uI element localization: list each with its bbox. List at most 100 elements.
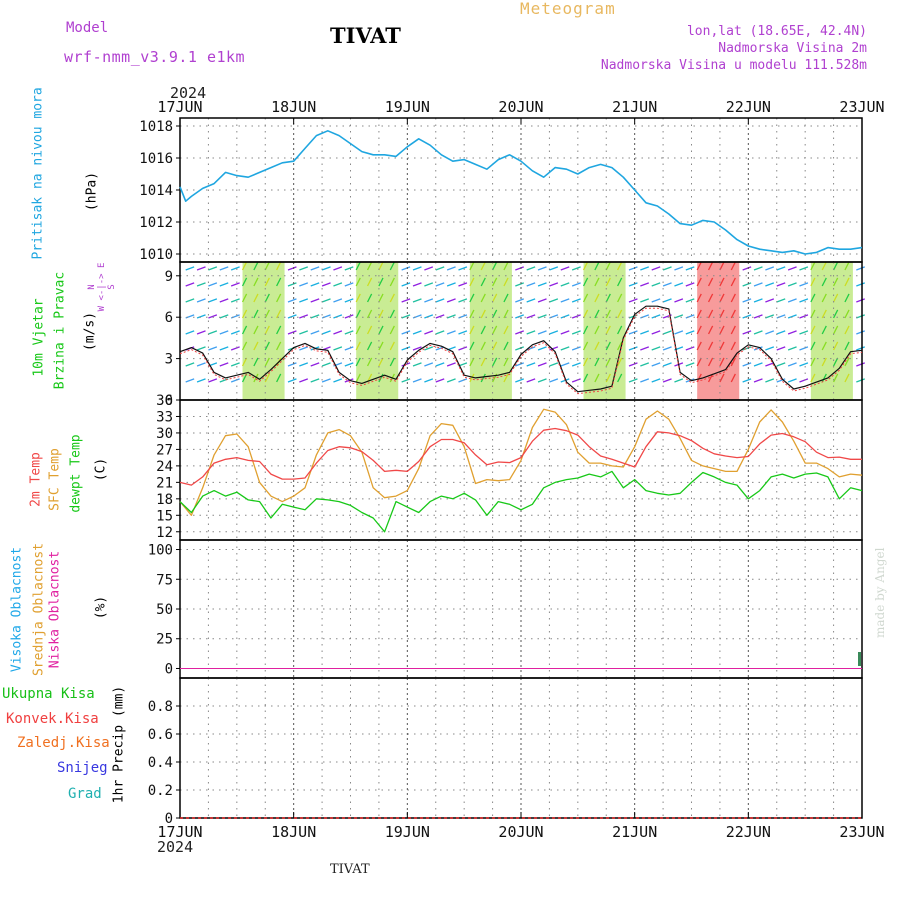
wind-barb: [389, 325, 395, 335]
wind-barb: [480, 341, 486, 351]
wind-barb: [264, 309, 270, 319]
wind-barb: [469, 293, 475, 303]
wind-barb: [810, 373, 816, 383]
wind-barb: [276, 325, 282, 335]
wind-barb: [662, 298, 672, 303]
wind-barb: [196, 330, 206, 335]
wind-barb: [685, 330, 695, 335]
wind-barb: [856, 378, 865, 383]
wind-barb: [208, 378, 218, 383]
wind-barb: [378, 261, 384, 271]
wind-barb: [185, 298, 195, 303]
wind-barb: [480, 277, 486, 287]
y-tick-label: 1010: [139, 247, 173, 263]
wind-barb: [707, 357, 714, 367]
wind-barb: [276, 293, 282, 303]
wind-barb: [344, 282, 354, 287]
wind-barb: [605, 277, 611, 287]
wind-barb: [355, 309, 361, 319]
wind-barb: [844, 341, 850, 351]
wind-barb: [651, 378, 661, 383]
wind-barb: [401, 378, 411, 383]
wind-barb: [526, 362, 536, 367]
wind-barb: [424, 362, 434, 367]
wind-barb: [435, 298, 445, 303]
wind-barb: [765, 298, 775, 303]
wind-barb: [549, 378, 559, 383]
x-tick-label-bottom: 21JUN: [612, 823, 657, 841]
y-tick-label: 1018: [139, 119, 173, 135]
wind-barb: [412, 298, 422, 303]
wind-barb: [310, 266, 320, 271]
wind-barb: [730, 277, 736, 287]
wind-barb: [856, 330, 865, 335]
wind-barb: [844, 373, 850, 383]
wind-barb: [810, 309, 816, 319]
wind-barb: [594, 277, 600, 287]
wind-barb: [787, 362, 797, 367]
x-tick-label-bottom: 18JUN: [271, 823, 316, 841]
wind-barb: [366, 277, 373, 287]
wind-barb: [446, 298, 456, 303]
wind-speed-line: [179, 305, 863, 393]
wind-barb: [765, 314, 775, 319]
wind-barb: [537, 298, 547, 303]
wind-barb: [856, 282, 865, 287]
wind-barb: [833, 357, 839, 367]
y-tick-label: 75: [156, 572, 173, 588]
wind-barb: [344, 378, 354, 383]
rain-conv-label: Konvek.Kisa: [6, 711, 99, 727]
wind-barb: [730, 293, 736, 303]
wind-barb: [287, 330, 297, 335]
wind-barb: [469, 357, 475, 367]
wind-barb: [253, 357, 259, 367]
wind-barb: [253, 373, 259, 383]
wind-barb: [617, 277, 623, 287]
wind-barb: [366, 293, 373, 303]
wind-barb: [253, 309, 259, 319]
wind-barb: [321, 378, 331, 383]
wind-barb: [651, 314, 661, 319]
wind-barb: [742, 282, 752, 287]
wind-barb: [424, 314, 434, 319]
wind-barb: [287, 362, 297, 367]
wind-barb: [844, 357, 850, 367]
snow-label: Snijeg: [57, 760, 108, 776]
wind-barb: [844, 293, 850, 303]
wind-barb: [651, 362, 661, 367]
wind-barb: [264, 293, 270, 303]
wind-barb: [366, 309, 373, 319]
elevation-label: Nadmorska Visina 2m: [718, 41, 867, 56]
wind-barb: [412, 282, 422, 287]
wind-barb: [264, 357, 270, 367]
y-tick-label: 0.2: [148, 783, 173, 799]
x-tick-label-top: 20JUN: [498, 98, 543, 116]
wind-barb: [537, 282, 547, 287]
wind-barb: [799, 282, 809, 287]
wind-barb: [810, 261, 816, 271]
wind-barb: [787, 314, 797, 319]
wind-barb: [287, 298, 297, 303]
model-label: Model: [66, 20, 109, 36]
wind-barb: [821, 293, 827, 303]
y-tick-label: 0.8: [148, 699, 173, 715]
wind-barb: [674, 314, 684, 319]
wind-barb: [810, 325, 816, 335]
wind-barb: [230, 330, 240, 335]
wind-barb: [389, 341, 395, 351]
wind-barb: [856, 314, 865, 319]
wind-barb: [321, 298, 331, 303]
wind-barb: [276, 373, 282, 383]
y-tick-label: 3: [165, 352, 173, 368]
wind-barb: [719, 357, 725, 367]
wind-barb: [196, 314, 206, 319]
wind-barb: [696, 325, 702, 335]
wind-barb: [401, 330, 411, 335]
wind-barb: [640, 378, 650, 383]
wind-barb: [299, 378, 309, 383]
wind-barb: [707, 309, 714, 319]
wind-barb: [707, 293, 714, 303]
wind-barb: [196, 298, 206, 303]
wind-barb: [833, 373, 839, 383]
y-tick-label: 21: [156, 475, 173, 491]
